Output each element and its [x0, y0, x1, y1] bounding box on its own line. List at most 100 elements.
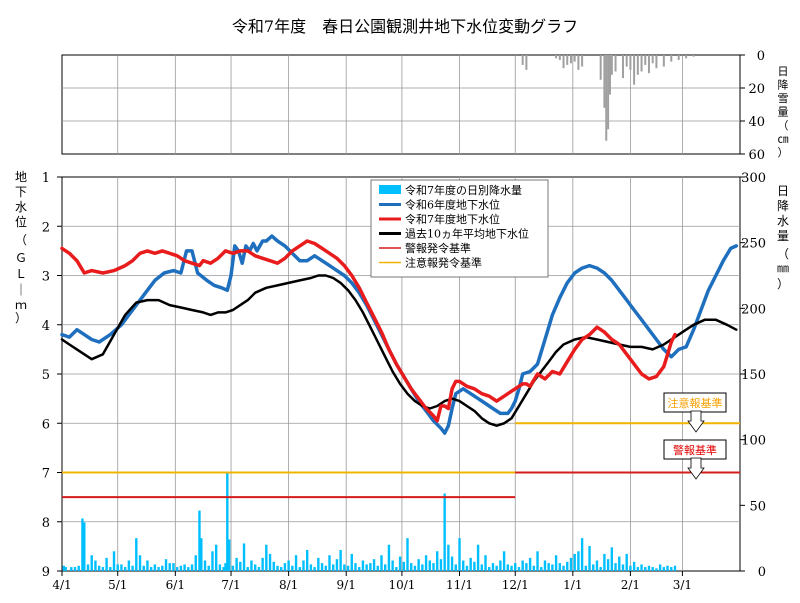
caution-callout-label: 注意報基準 [668, 396, 723, 410]
left-axis-label-char: ｜ [15, 283, 27, 297]
precipitation-bar [369, 563, 372, 571]
precipitation-bar [655, 568, 658, 571]
precipitation-bar [528, 557, 532, 571]
precipitation-bar [127, 560, 131, 571]
precipitation-bar [305, 549, 309, 571]
precipitation-bar [86, 564, 90, 571]
legend-label: 警報発令基準 [405, 241, 471, 255]
precipitation-bar [94, 560, 97, 571]
snowfall-bar [692, 55, 695, 57]
precipitation-bar [157, 567, 160, 571]
snowfall-bar [562, 55, 565, 69]
precipitation-bar [73, 567, 77, 571]
precipitation-bar [473, 561, 476, 571]
precipitation-bar [525, 563, 528, 571]
snowfall-bar [610, 55, 613, 75]
precipitation-bar [358, 567, 361, 571]
precipitation-bar [146, 560, 149, 571]
x-tick-label: 12/1 [502, 578, 529, 592]
precipitation-bar [211, 551, 214, 571]
snowfall-axis-label-char: 日 [778, 65, 789, 78]
snowfall-axis-label-char: 雪 [778, 92, 789, 105]
precipitation-bar [265, 544, 268, 571]
precipitation-bar [465, 565, 469, 571]
precipitation-bar [673, 565, 677, 571]
precipitation-bar [588, 546, 591, 571]
precipitation-bar [514, 563, 517, 571]
precipitation-bar [551, 564, 554, 571]
precipitation-bar [320, 563, 324, 571]
snowfall-bar [608, 55, 611, 95]
precipitation-bar [131, 565, 134, 571]
precipitation-bar [339, 549, 342, 571]
precipitation-bar [302, 560, 305, 571]
precipitation-bar [662, 567, 666, 571]
precipitation-bar [428, 560, 431, 571]
precipitation-bar [488, 567, 491, 571]
precipitation-bar [261, 557, 264, 571]
precipitation-bar [510, 565, 513, 571]
precipitation-bar [332, 564, 335, 571]
left-axis-label-char: 下 [15, 185, 27, 199]
right-axis-label-char: ㎜ [777, 261, 789, 275]
precipitation-bar [566, 561, 569, 571]
snowfall-bar [555, 55, 558, 59]
precipitation-bar [484, 555, 487, 571]
precipitation-bar [432, 563, 435, 571]
precipitation-bar [64, 567, 67, 571]
precipitation-bar [246, 567, 249, 571]
precipitation-bar [632, 561, 636, 571]
precipitation-bar [97, 565, 101, 571]
precipitation-bar [398, 556, 402, 571]
precipitation-bar [62, 565, 66, 571]
snowfall-bar [685, 55, 688, 59]
precipitation-bar [636, 567, 640, 571]
snowfall-axis-label-char: 量 [778, 106, 789, 119]
precipitation-bar [253, 564, 257, 571]
legend-swatch-precipitation [379, 185, 401, 194]
snowfall-bar [614, 55, 617, 72]
x-tick-label: 8/1 [279, 578, 298, 592]
x-tick-label: 7/1 [221, 578, 240, 592]
precipitation-bar [610, 547, 614, 571]
precipitation-bar [187, 567, 190, 571]
precipitation-bar [380, 555, 383, 571]
precipitation-bar [387, 544, 391, 571]
precipitation-bar [135, 538, 138, 571]
precipitation-bar [410, 563, 413, 571]
left-tick-label: 4 [42, 319, 50, 334]
snowfall-bar [605, 55, 608, 141]
legend-label: 令和7年度地下水位 [405, 212, 500, 226]
warning-callout-label: 警報基準 [673, 443, 717, 457]
snowfall-bar [636, 55, 639, 75]
precipitation-bar [454, 564, 457, 571]
precipitation-bar [328, 555, 331, 571]
x-tick-label: 11/1 [446, 578, 473, 592]
precipitation-bar [172, 563, 175, 571]
left-axis-label-char: 水 [15, 200, 27, 214]
precipitation-bar [580, 538, 584, 571]
precipitation-bar [149, 567, 153, 571]
precipitation-bar [194, 555, 197, 571]
precipitation-bar [647, 565, 651, 571]
legend-label: 過去10ヵ年平均地下水位 [405, 227, 529, 241]
precipitation-bar [313, 567, 316, 571]
left-axis-label-char: （ [15, 233, 27, 247]
precipitation-bar [343, 564, 346, 571]
legend: 令和7年度の日別降水量令和6年度地下水位令和7年度地下水位過去10ヵ年平均地下水… [370, 179, 549, 278]
precipitation-bar [361, 560, 365, 571]
x-tick-label: 2/1 [621, 578, 640, 592]
precipitation-bar [175, 567, 179, 571]
ten-year-average-line [60, 274, 738, 427]
right-tick-label: 200 [741, 302, 766, 317]
precipitation-bar [532, 565, 536, 571]
precipitation-bar [436, 551, 439, 571]
precipitation-bar [203, 560, 207, 571]
precipitation-bar [168, 563, 171, 571]
precipitation-bar [120, 564, 123, 571]
left-axis-label-char: 位 [15, 214, 27, 229]
precipitation-bar [536, 551, 539, 571]
precipitation-bar [317, 557, 320, 571]
legend-label: 令和6年度地下水位 [405, 198, 500, 212]
precipitation-bar [142, 565, 145, 571]
